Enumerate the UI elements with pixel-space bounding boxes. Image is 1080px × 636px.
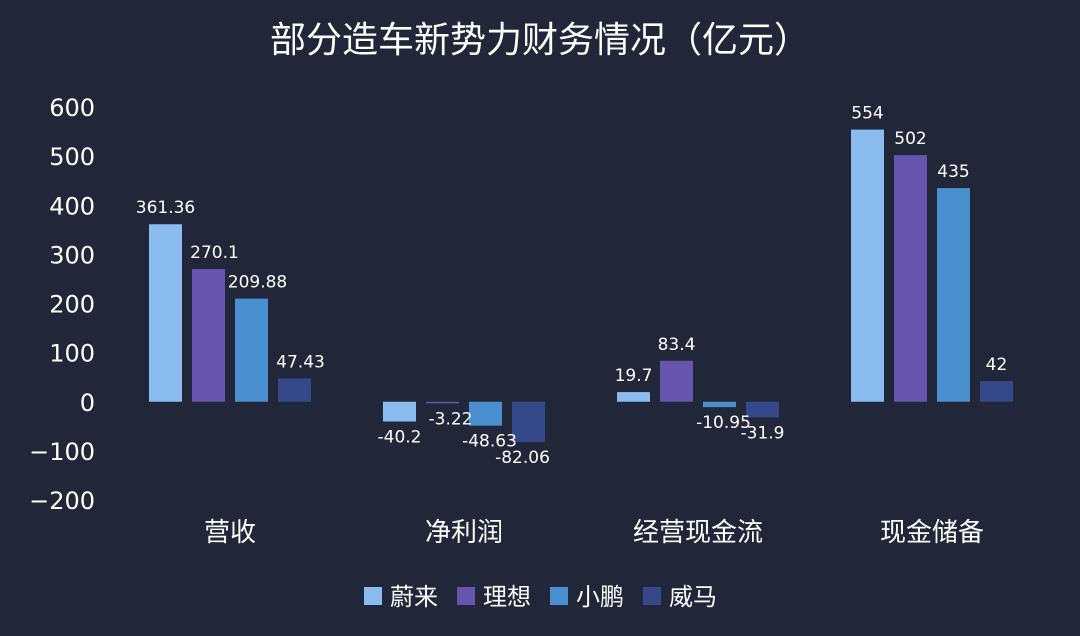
bar[interactable] xyxy=(746,401,779,418)
bar[interactable] xyxy=(894,155,927,402)
bar[interactable] xyxy=(383,401,416,422)
bar[interactable] xyxy=(937,188,970,402)
y-tick-label: 100 xyxy=(49,340,95,368)
bar[interactable] xyxy=(703,401,736,408)
data-label: -10.95 xyxy=(696,413,751,433)
y-tick-label: 400 xyxy=(49,192,95,220)
y-tick-label: 200 xyxy=(49,291,95,319)
legend-label[interactable]: 小鹏 xyxy=(576,583,624,611)
x-tick-label: 营收 xyxy=(204,518,256,548)
legend-swatch[interactable] xyxy=(643,587,661,605)
bar[interactable] xyxy=(617,392,650,402)
y-tick-label: 500 xyxy=(49,143,95,171)
bar[interactable] xyxy=(426,401,459,404)
bar[interactable] xyxy=(469,401,502,426)
x-tick-label: 经营现金流 xyxy=(633,518,763,548)
legend-label[interactable]: 理想 xyxy=(483,583,531,611)
data-label: -40.2 xyxy=(378,427,422,447)
legend-swatch[interactable] xyxy=(364,587,382,605)
x-axis: 营收 净利润 经营现金流 现金储备 xyxy=(204,518,984,548)
data-label: 42 xyxy=(986,355,1008,375)
data-label: 502 xyxy=(894,129,926,149)
legend-swatch[interactable] xyxy=(457,587,475,605)
legend[interactable]: 蔚来 理想 小鹏 威马 xyxy=(364,583,717,611)
y-tick-label: −100 xyxy=(29,438,95,466)
data-label: 47.43 xyxy=(276,352,325,372)
data-label: 83.4 xyxy=(658,335,696,355)
bar[interactable] xyxy=(149,224,182,402)
chart-title: 部分造车新势力财务情况（亿元） xyxy=(270,20,810,61)
data-label: 554 xyxy=(851,104,883,124)
legend-label[interactable]: 蔚来 xyxy=(390,583,438,611)
y-tick-label: −200 xyxy=(29,487,95,515)
data-label: 270.1 xyxy=(190,243,239,263)
data-label: -82.06 xyxy=(495,448,550,468)
data-label: 209.88 xyxy=(228,273,287,293)
data-label: 361.36 xyxy=(136,198,195,218)
bars xyxy=(149,129,1013,443)
bar[interactable] xyxy=(235,298,268,402)
bar[interactable] xyxy=(192,269,225,402)
x-tick-label: 现金储备 xyxy=(880,518,984,548)
legend-label[interactable]: 威马 xyxy=(669,583,717,611)
legend-swatch[interactable] xyxy=(550,587,568,605)
data-label: -48.63 xyxy=(462,432,517,452)
data-label: -3.22 xyxy=(429,409,473,429)
data-labels: 361.36 270.1 209.88 47.43 -40.2 -3.22 -48.63-8… xyxy=(136,104,1008,468)
x-tick-label: 净利润 xyxy=(425,518,503,548)
data-label: -31.9 xyxy=(741,423,785,443)
bar[interactable] xyxy=(851,129,884,402)
y-tick-label: 600 xyxy=(49,94,95,122)
data-label: 19.7 xyxy=(615,366,653,386)
bar[interactable] xyxy=(980,381,1013,402)
bar[interactable] xyxy=(278,378,311,402)
data-label: 435 xyxy=(937,162,969,182)
bar[interactable] xyxy=(660,360,693,402)
y-tick-label: 0 xyxy=(80,389,95,417)
bar[interactable] xyxy=(512,401,545,443)
y-tick-label: 300 xyxy=(49,241,95,269)
y-axis: 600 500 400 300 200 100 0 −100 −200 xyxy=(29,94,95,515)
